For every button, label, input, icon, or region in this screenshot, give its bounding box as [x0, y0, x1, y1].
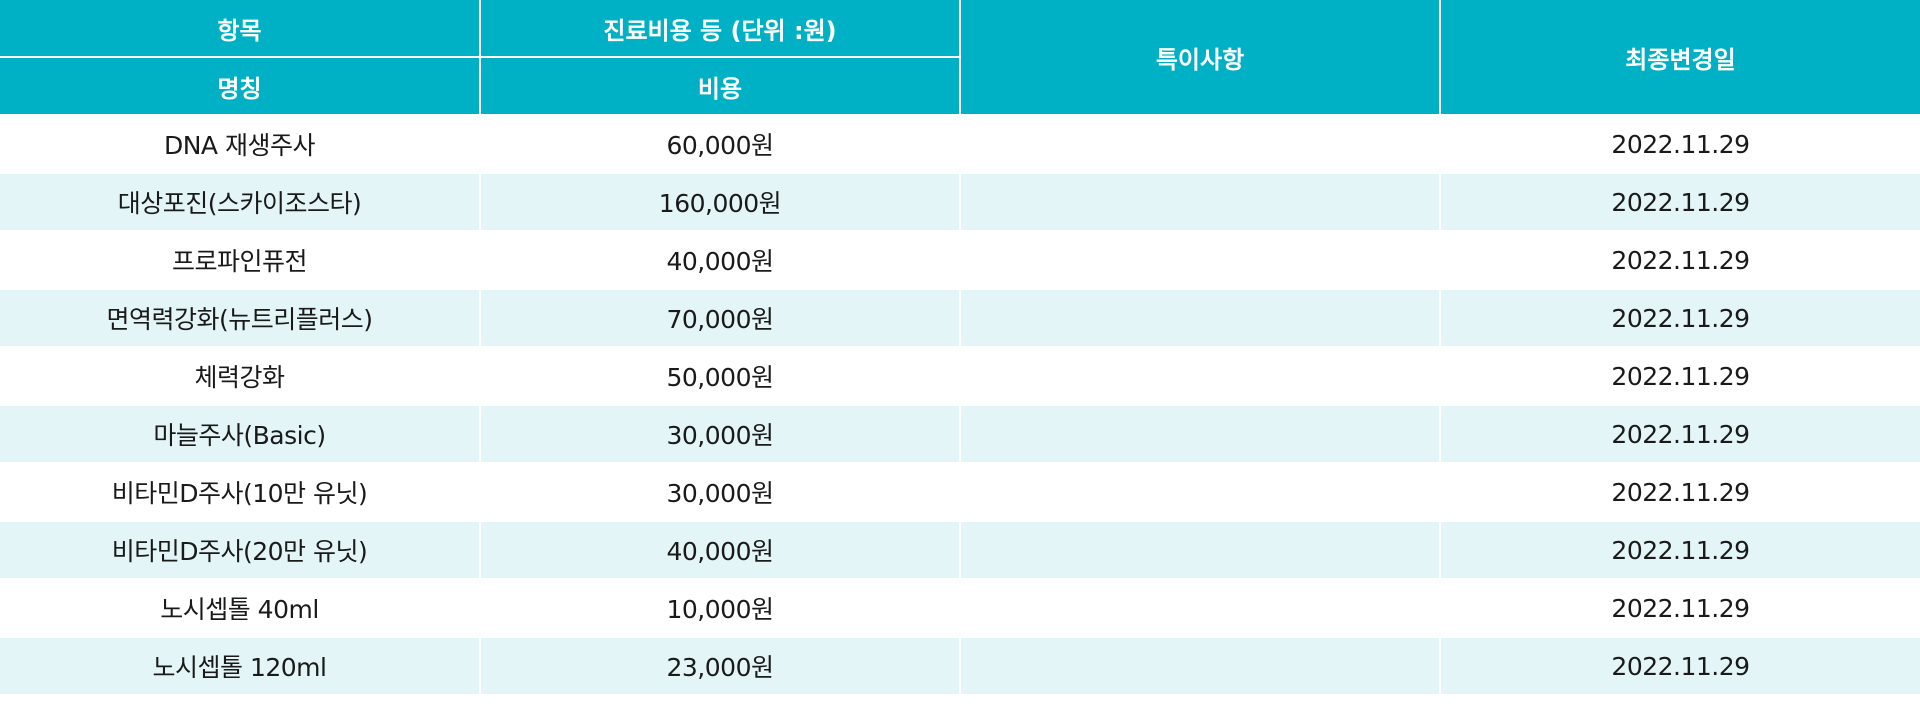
- cell-name: 마늘주사(Basic): [0, 404, 481, 464]
- cell-notes: [959, 230, 1441, 290]
- cell-notes: [959, 172, 1441, 232]
- cell-name: 프로파인퓨전: [0, 230, 481, 290]
- table-row: 비타민D주사(10만 유닛) 30,000원 2022.11.29: [0, 462, 1920, 522]
- cell-notes: [959, 404, 1441, 464]
- cell-cost: 40,000원: [479, 520, 961, 580]
- table-row: DNA 재생주사 60,000원 2022.11.29: [0, 114, 1920, 174]
- cell-notes: [959, 346, 1441, 406]
- cell-notes: [959, 114, 1441, 174]
- cell-date: 2022.11.29: [1439, 346, 1920, 406]
- cell-notes: [959, 520, 1441, 580]
- cell-name: 노시셉톨 40ml: [0, 578, 481, 638]
- cell-cost: 50,000원: [479, 346, 961, 406]
- cell-name: 대상포진(스카이조스타): [0, 172, 481, 232]
- cell-date: 2022.11.29: [1439, 172, 1920, 232]
- cell-date: 2022.11.29: [1439, 404, 1920, 464]
- cell-name: 면역력강화(뉴트리플러스): [0, 288, 481, 348]
- cell-notes: [959, 636, 1441, 696]
- header-last-modified: 최종변경일: [1439, 0, 1920, 116]
- cell-date: 2022.11.29: [1439, 520, 1920, 580]
- table-row: 대상포진(스카이조스타) 160,000원 2022.11.29: [0, 172, 1920, 232]
- header-cost-group: 진료비용 등 (단위 :원): [479, 0, 961, 58]
- cell-cost: 30,000원: [479, 462, 961, 522]
- cell-name: 비타민D주사(20만 유닛): [0, 520, 481, 580]
- cell-date: 2022.11.29: [1439, 462, 1920, 522]
- cell-date: 2022.11.29: [1439, 288, 1920, 348]
- cell-name: 비타민D주사(10만 유닛): [0, 462, 481, 522]
- table-header: 항목 진료비용 등 (단위 :원) 특이사항 최종변경일 명칭 비용: [0, 0, 1920, 116]
- cell-notes: [959, 578, 1441, 638]
- cell-cost: 10,000원: [479, 578, 961, 638]
- table-body: DNA 재생주사 60,000원 2022.11.29 대상포진(스카이조스타)…: [0, 114, 1920, 696]
- table-row: 비타민D주사(20만 유닛) 40,000원 2022.11.29: [0, 520, 1920, 580]
- table-row: 마늘주사(Basic) 30,000원 2022.11.29: [0, 404, 1920, 464]
- cell-notes: [959, 288, 1441, 348]
- cell-date: 2022.11.29: [1439, 114, 1920, 174]
- header-row-sub: 명칭 비용: [0, 56, 1920, 116]
- fee-table: 항목 진료비용 등 (단위 :원) 특이사항 최종변경일 명칭 비용 DNA 재…: [0, 0, 1920, 696]
- cell-name: 노시셉톨 120ml: [0, 636, 481, 696]
- cell-date: 2022.11.29: [1439, 578, 1920, 638]
- header-row-top: 항목 진료비용 등 (단위 :원) 특이사항 최종변경일: [0, 0, 1920, 116]
- header-item: 항목: [0, 0, 481, 58]
- cell-date: 2022.11.29: [1439, 230, 1920, 290]
- table-row: 노시셉톨 120ml 23,000원 2022.11.29: [0, 636, 1920, 696]
- header-name: 명칭: [0, 56, 481, 116]
- cell-cost: 160,000원: [479, 172, 961, 232]
- cell-cost: 23,000원: [479, 636, 961, 696]
- table-row: 노시셉톨 40ml 10,000원 2022.11.29: [0, 578, 1920, 638]
- header-notes: 특이사항: [959, 0, 1441, 116]
- cell-name: 체력강화: [0, 346, 481, 406]
- cell-name: DNA 재생주사: [0, 114, 481, 174]
- cell-cost: 70,000원: [479, 288, 961, 348]
- header-cost: 비용: [479, 56, 961, 116]
- cell-date: 2022.11.29: [1439, 636, 1920, 696]
- cell-cost: 40,000원: [479, 230, 961, 290]
- cell-cost: 60,000원: [479, 114, 961, 174]
- table-row: 체력강화 50,000원 2022.11.29: [0, 346, 1920, 406]
- table-row: 프로파인퓨전 40,000원 2022.11.29: [0, 230, 1920, 290]
- cell-notes: [959, 462, 1441, 522]
- cell-cost: 30,000원: [479, 404, 961, 464]
- table-row: 면역력강화(뉴트리플러스) 70,000원 2022.11.29: [0, 288, 1920, 348]
